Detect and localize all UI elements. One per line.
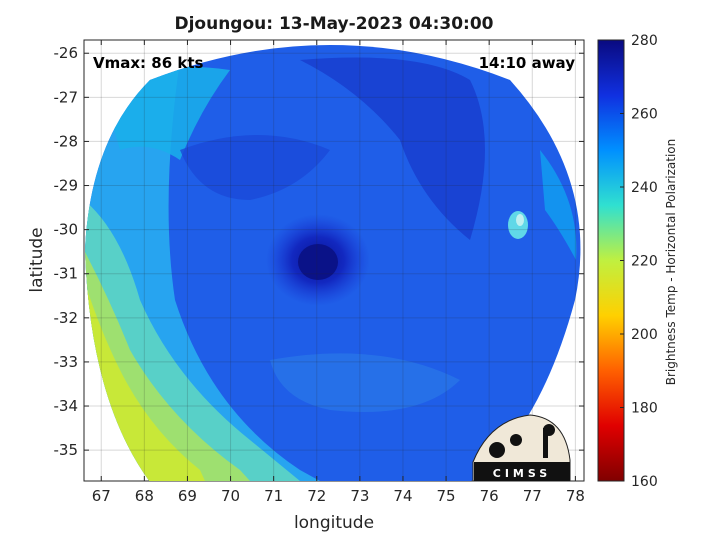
x-tick-label: 77	[523, 487, 542, 505]
colorbar-ticks: 280 260 240 220 200 180 160	[620, 33, 658, 490]
y-tick-label: -26	[54, 44, 79, 62]
x-tick-label: 74	[393, 487, 412, 505]
x-tick-label: 73	[350, 487, 369, 505]
colorbar-tick-label: 260	[631, 107, 658, 123]
vmax-label: Vmax: 86 kts	[93, 54, 203, 72]
colorbar-tick-label: 240	[631, 180, 658, 196]
x-tick-label: 75	[437, 487, 456, 505]
y-axis-ticks: -26 -27 -28 -29 -30 -31 -32 -33 -34 -35	[54, 44, 584, 459]
page-title: Djoungou: 13-May-2023 04:30:00	[174, 14, 494, 34]
colorbar-tick-label: 200	[631, 327, 658, 343]
y-tick-label: -30	[54, 221, 79, 239]
x-tick-label: 69	[178, 487, 197, 505]
x-tick-label: 70	[221, 487, 240, 505]
cimss-logo-text: CIMSS	[493, 467, 551, 480]
colorbar	[597, 39, 625, 482]
cimss-logo: CIMSS	[472, 414, 571, 482]
x-axis-ticks: 67 68 69 70 71 72 73 74 75 76 77 78	[92, 40, 585, 505]
x-tick-label: 72	[307, 487, 326, 505]
grid-lines	[84, 40, 584, 481]
colorbar-tick-label: 160	[631, 474, 658, 490]
y-tick-label: -33	[54, 353, 79, 371]
x-tick-label: 68	[135, 487, 154, 505]
y-tick-label: -35	[54, 441, 79, 459]
x-tick-label: 78	[566, 487, 585, 505]
y-axis-title: latitude	[27, 227, 47, 292]
microwave-swath-image	[85, 45, 581, 481]
x-tick-label: 76	[480, 487, 499, 505]
colorbar-tick-label: 280	[631, 33, 658, 49]
x-tick-label: 71	[264, 487, 283, 505]
distance-label: 14:10 away	[479, 54, 576, 72]
colorbar-tick-label: 180	[631, 401, 658, 417]
y-tick-label: -27	[54, 88, 79, 106]
colorbar-title: Brightness Temp - Horizontal Polarizatio…	[664, 139, 678, 386]
x-axis-title: longitude	[294, 513, 374, 533]
x-tick-label: 67	[92, 487, 111, 505]
y-tick-label: -31	[54, 265, 79, 283]
y-tick-label: -32	[54, 309, 79, 327]
y-tick-label: -28	[54, 132, 79, 150]
colorbar-tick-label: 220	[631, 254, 658, 270]
y-tick-label: -34	[54, 397, 79, 415]
y-tick-label: -29	[54, 177, 79, 195]
